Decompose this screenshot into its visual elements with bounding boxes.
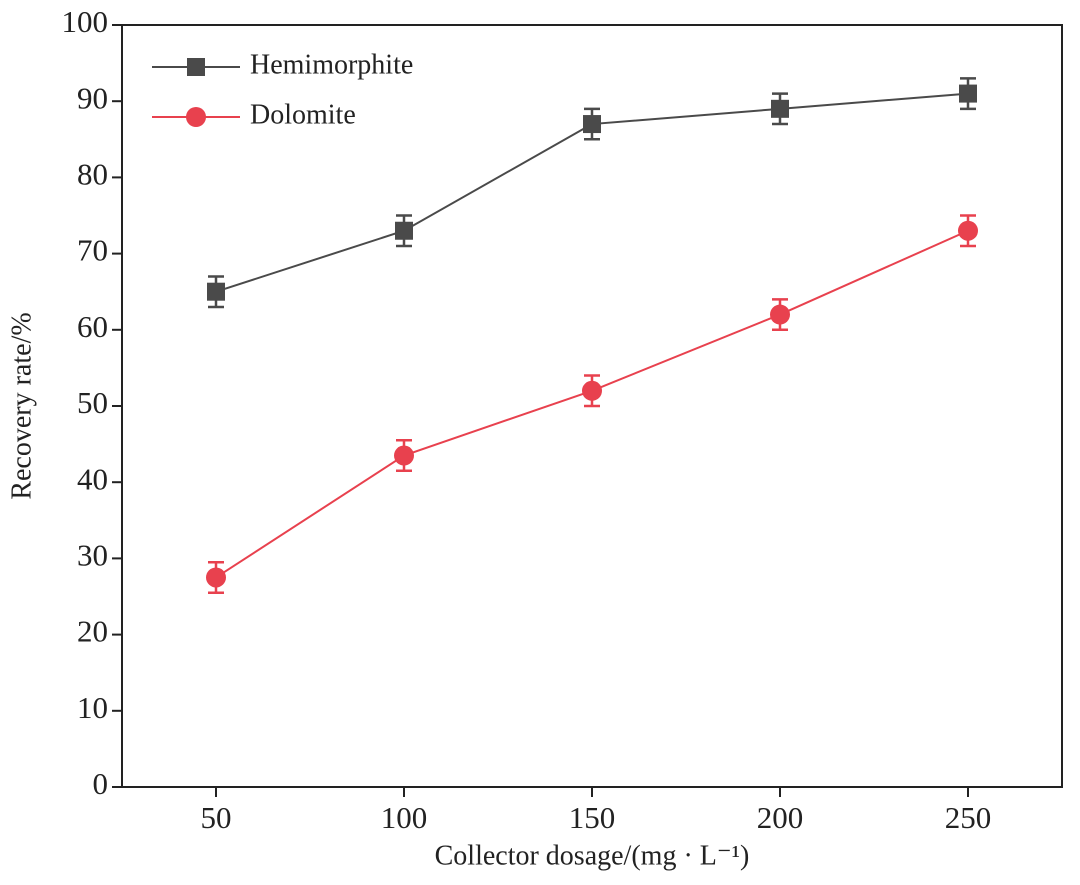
y-tick-label: 30: [77, 538, 108, 573]
marker: [207, 282, 225, 301]
marker: [206, 567, 226, 588]
marker: [395, 221, 413, 240]
marker: [958, 220, 978, 241]
x-tick-label: 100: [381, 800, 428, 835]
y-tick-label: 10: [77, 690, 108, 725]
y-tick-label: 50: [77, 385, 108, 420]
marker: [583, 115, 601, 134]
y-tick-label: 60: [77, 309, 108, 344]
marker: [771, 99, 789, 118]
y-tick-label: 0: [93, 766, 109, 801]
legend-label: Dolomite: [250, 99, 356, 130]
legend-marker: [186, 107, 206, 127]
marker: [582, 380, 602, 401]
x-tick-label: 50: [201, 800, 232, 835]
marker: [959, 84, 977, 103]
legend-marker: [187, 58, 205, 76]
marker: [394, 445, 414, 466]
marker: [770, 304, 790, 325]
legend-label: Hemimorphite: [250, 49, 413, 80]
x-tick-label: 200: [757, 800, 804, 835]
y-tick-label: 70: [77, 233, 108, 268]
y-tick-label: 100: [62, 4, 109, 39]
y-tick-label: 80: [77, 157, 108, 192]
y-tick-label: 40: [77, 461, 108, 496]
x-axis-label: Collector dosage/(mg · L⁻¹): [435, 840, 750, 871]
y-tick-label: 90: [77, 80, 108, 115]
y-axis-label: Recovery rate/%: [6, 312, 37, 499]
x-tick-label: 250: [945, 800, 992, 835]
x-tick-label: 150: [569, 800, 616, 835]
y-tick-label: 20: [77, 614, 108, 649]
